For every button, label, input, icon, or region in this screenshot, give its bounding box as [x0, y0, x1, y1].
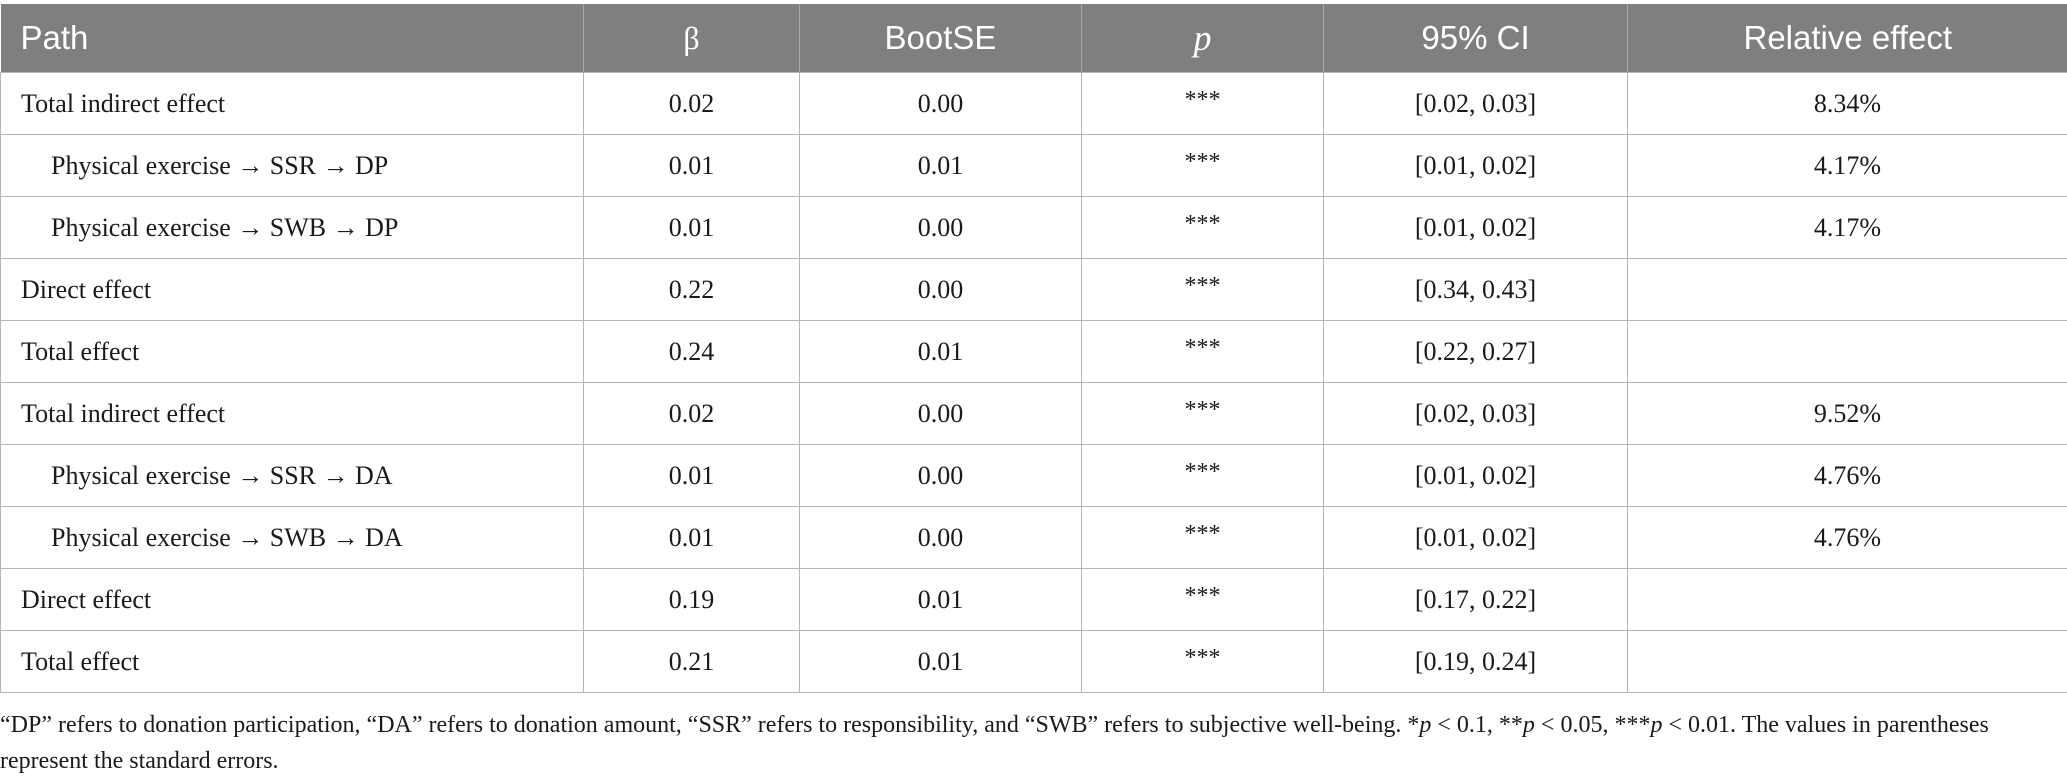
- cell-relative-effect: 4.76%: [1627, 506, 2067, 569]
- cell-beta: 0.24: [583, 320, 800, 383]
- cell-p: ***: [1081, 444, 1324, 507]
- cell-bootse: 0.01: [799, 630, 1082, 693]
- cell-relative-effect: [1627, 568, 2067, 631]
- cell-path: Total effect: [0, 630, 584, 693]
- cell-path: Physical exercise → SSR → DP: [0, 134, 584, 197]
- cell-beta: 0.01: [583, 196, 800, 259]
- cell-path: Physical exercise → SWB → DP: [0, 196, 584, 259]
- footnote-p-symbol: p: [1522, 712, 1535, 738]
- header-beta: β: [583, 4, 800, 73]
- header-ci: 95% CI: [1323, 4, 1628, 73]
- cell-p: ***: [1081, 320, 1324, 383]
- table-row: Physical exercise → SSR → DP 0.01 0.01 *…: [0, 134, 2067, 197]
- cell-p: ***: [1081, 382, 1324, 445]
- footnote-text: < 0.05, ***: [1534, 712, 1651, 738]
- cell-ci: [0.19, 0.24]: [1323, 630, 1628, 693]
- table-footnote: “DP” refers to donation participation, “…: [0, 707, 2067, 779]
- cell-path: Total indirect effect: [0, 72, 584, 135]
- footnote-text: < 0.01. The values in parentheses repres…: [0, 712, 1989, 774]
- cell-relative-effect: 4.17%: [1627, 196, 2067, 259]
- cell-p: ***: [1081, 630, 1324, 693]
- cell-path: Total indirect effect: [0, 382, 584, 445]
- header-bootse: BootSE: [799, 4, 1082, 73]
- cell-relative-effect: 9.52%: [1627, 382, 2067, 445]
- mediation-table-container: Path β BootSE p 95% CI Relative effect T…: [0, 4, 2067, 693]
- table-header-row: Path β BootSE p 95% CI Relative effect: [0, 4, 2067, 73]
- table-row: Physical exercise → SWB → DP 0.01 0.00 *…: [0, 196, 2067, 259]
- footnote-text: “DP” refers to donation participation, “…: [0, 712, 1420, 738]
- cell-bootse: 0.00: [799, 258, 1082, 321]
- cell-ci: [0.01, 0.02]: [1323, 196, 1628, 259]
- cell-path: Physical exercise → SWB → DA: [0, 506, 584, 569]
- cell-p: ***: [1081, 568, 1324, 631]
- table-row: Total indirect effect 0.02 0.00 *** [0.0…: [0, 382, 2067, 445]
- table-row: Total effect 0.21 0.01 *** [0.19, 0.24]: [0, 630, 2067, 693]
- cell-beta: 0.02: [583, 382, 800, 445]
- cell-beta: 0.02: [583, 72, 800, 135]
- cell-ci: [0.01, 0.02]: [1323, 134, 1628, 197]
- cell-beta: 0.21: [583, 630, 800, 693]
- cell-bootse: 0.00: [799, 382, 1082, 445]
- table-row: Physical exercise → SSR → DA 0.01 0.00 *…: [0, 444, 2067, 507]
- table-row: Direct effect 0.22 0.00 *** [0.34, 0.43]: [0, 258, 2067, 321]
- footnote-text: < 0.1, **: [1431, 712, 1523, 738]
- cell-path: Physical exercise → SSR → DA: [0, 444, 584, 507]
- cell-p: ***: [1081, 506, 1324, 569]
- cell-p: ***: [1081, 134, 1324, 197]
- cell-p: ***: [1081, 72, 1324, 135]
- header-p: p: [1081, 4, 1324, 73]
- header-relative-effect: Relative effect: [1627, 4, 2067, 73]
- cell-relative-effect: 4.17%: [1627, 134, 2067, 197]
- table-row: Total effect 0.24 0.01 *** [0.22, 0.27]: [0, 320, 2067, 383]
- cell-beta: 0.01: [583, 134, 800, 197]
- cell-ci: [0.01, 0.02]: [1323, 444, 1628, 507]
- cell-bootse: 0.01: [799, 568, 1082, 631]
- cell-p: ***: [1081, 196, 1324, 259]
- cell-beta: 0.01: [583, 444, 800, 507]
- cell-bootse: 0.00: [799, 72, 1082, 135]
- header-path: Path: [0, 4, 584, 73]
- cell-bootse: 0.00: [799, 444, 1082, 507]
- cell-ci: [0.02, 0.03]: [1323, 72, 1628, 135]
- cell-path: Direct effect: [0, 568, 584, 631]
- cell-bootse: 0.00: [799, 196, 1082, 259]
- cell-beta: 0.19: [583, 568, 800, 631]
- cell-beta: 0.01: [583, 506, 800, 569]
- footnote-p-symbol: p: [1650, 712, 1663, 738]
- footnote-p-symbol: p: [1419, 712, 1432, 738]
- cell-relative-effect: [1627, 630, 2067, 693]
- cell-bootse: 0.01: [799, 320, 1082, 383]
- cell-path: Direct effect: [0, 258, 584, 321]
- mediation-table: Path β BootSE p 95% CI Relative effect T…: [0, 4, 2067, 693]
- cell-ci: [0.02, 0.03]: [1323, 382, 1628, 445]
- cell-ci: [0.17, 0.22]: [1323, 568, 1628, 631]
- cell-beta: 0.22: [583, 258, 800, 321]
- cell-relative-effect: [1627, 258, 2067, 321]
- cell-relative-effect: [1627, 320, 2067, 383]
- cell-ci: [0.22, 0.27]: [1323, 320, 1628, 383]
- table-row: Direct effect 0.19 0.01 *** [0.17, 0.22]: [0, 568, 2067, 631]
- cell-ci: [0.01, 0.02]: [1323, 506, 1628, 569]
- cell-ci: [0.34, 0.43]: [1323, 258, 1628, 321]
- cell-relative-effect: 4.76%: [1627, 444, 2067, 507]
- cell-path: Total effect: [0, 320, 584, 383]
- cell-relative-effect: 8.34%: [1627, 72, 2067, 135]
- table-row: Physical exercise → SWB → DA 0.01 0.00 *…: [0, 506, 2067, 569]
- cell-bootse: 0.01: [799, 134, 1082, 197]
- table-row: Total indirect effect 0.02 0.00 *** [0.0…: [0, 72, 2067, 135]
- cell-bootse: 0.00: [799, 506, 1082, 569]
- cell-p: ***: [1081, 258, 1324, 321]
